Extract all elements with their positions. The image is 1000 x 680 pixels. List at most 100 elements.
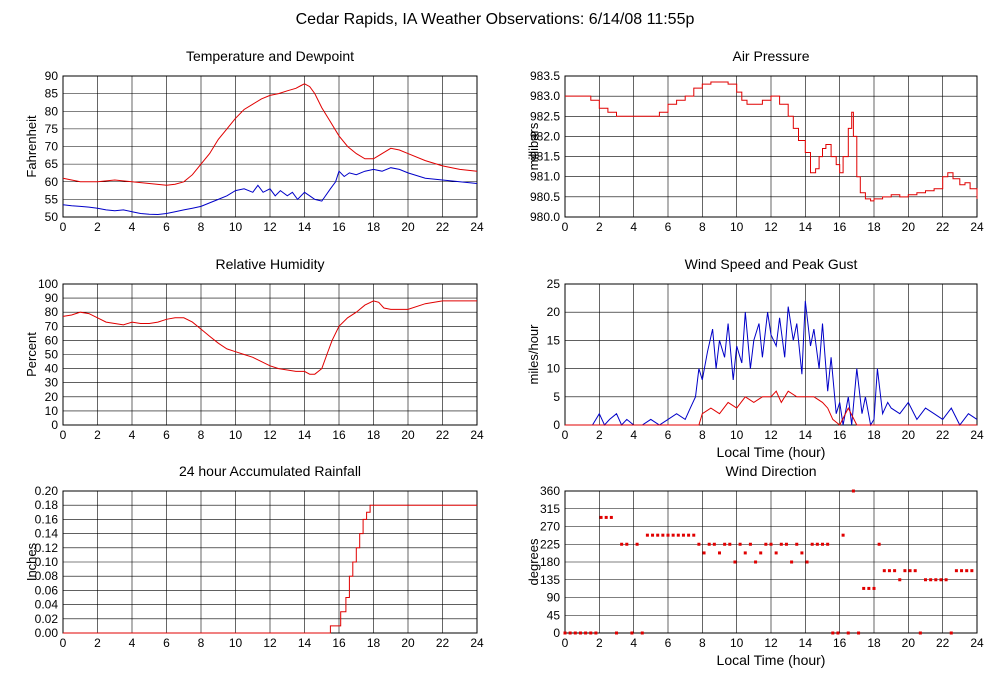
- y-tick-label: 315: [540, 502, 560, 516]
- x-tick-label: 20: [401, 220, 415, 234]
- data-point-red: [862, 586, 866, 590]
- y-tick-label: 70: [45, 140, 59, 154]
- x-tick-label: 24: [470, 636, 484, 650]
- x-tick-label: 20: [902, 636, 916, 650]
- y-tick-label: 90: [45, 69, 59, 83]
- data-point-red: [882, 569, 886, 573]
- x-tick-label: 10: [730, 636, 744, 650]
- y-axis-label: millibars: [526, 122, 541, 170]
- y-tick-label: 982.5: [530, 109, 560, 123]
- chart-pres: 0 2 4 6 8 10 12 14 16 18 20 22 24980.0980.5981.0981.…: [526, 48, 984, 234]
- data-point-red: [578, 631, 582, 635]
- x-tick-label: 0: [60, 220, 67, 234]
- chart-wdir: 0 2 4 6 8 10 12 14 16 18 20 22 240459013518022527031…: [526, 463, 984, 668]
- x-tick-label: 2: [596, 220, 603, 234]
- y-tick-label: 5: [553, 390, 560, 404]
- plot-frame: [62, 75, 478, 218]
- y-tick-label: 225: [540, 537, 560, 551]
- y-axis-label: miles/hour: [526, 324, 541, 385]
- x-tick-label: 12: [764, 428, 778, 442]
- x-tick-label: 4: [129, 636, 136, 650]
- data-point-red: [589, 631, 593, 635]
- data-point-red: [594, 631, 598, 635]
- x-tick-label: 10: [730, 220, 744, 234]
- y-tick-label: 0: [553, 626, 560, 640]
- data-point-red: [692, 533, 696, 537]
- data-point-red: [759, 551, 763, 555]
- y-tick-label: 0: [51, 418, 58, 432]
- x-tick-label: 2: [94, 428, 101, 442]
- chart-temp: 0 2 4 6 8 10 12 14 16 18 20 22 24505560657075808590T…: [24, 48, 484, 234]
- x-tick-label: 12: [263, 428, 277, 442]
- data-point-red: [795, 542, 799, 546]
- data-point-red: [867, 586, 871, 590]
- plot-frame: [62, 283, 478, 426]
- data-point-red: [656, 533, 660, 537]
- x-tick-label: 16: [332, 636, 346, 650]
- x-tick-label: 6: [665, 428, 672, 442]
- x-tick-label: 16: [332, 428, 346, 442]
- data-point-red: [630, 631, 634, 635]
- x-tick-label: 24: [970, 636, 984, 650]
- plot-frame: [564, 283, 978, 426]
- x-tick-label: 8: [699, 636, 706, 650]
- data-point-red: [609, 515, 613, 519]
- x-tick-label: 4: [129, 428, 136, 442]
- data-point-red: [568, 631, 572, 635]
- x-tick-label: 18: [367, 428, 381, 442]
- x-tick-label: 20: [401, 428, 415, 442]
- series-line-red: [63, 504, 477, 634]
- chart-rh: 0 2 4 6 8 10 12 14 16 18 20 22 240102030405060708090…: [24, 256, 484, 442]
- y-tick-label: 983.0: [530, 89, 560, 103]
- data-point-red: [893, 569, 897, 573]
- data-point-red: [661, 533, 665, 537]
- y-tick-label: 180: [540, 555, 560, 569]
- x-tick-label: 24: [970, 220, 984, 234]
- x-tick-label: 14: [799, 428, 813, 442]
- data-point-red: [563, 631, 567, 635]
- x-tick-label: 12: [764, 220, 778, 234]
- series-line-red: [62, 83, 478, 186]
- data-point-red: [733, 560, 737, 564]
- x-tick-label: 14: [799, 636, 813, 650]
- y-tick-label: 981.0: [530, 170, 560, 184]
- y-tick-label: 75: [45, 122, 59, 136]
- x-tick-label: 0: [60, 636, 67, 650]
- x-tick-label: 0: [562, 220, 569, 234]
- x-tick-label: 18: [867, 220, 881, 234]
- series-line-red: [62, 300, 477, 375]
- x-tick-label: 0: [60, 428, 67, 442]
- y-axis-label: degrees: [526, 538, 541, 585]
- data-point-red: [697, 542, 701, 546]
- data-point-red: [929, 578, 933, 582]
- x-tick-label: 20: [401, 636, 415, 650]
- data-point-red: [645, 533, 649, 537]
- data-point-red: [836, 631, 840, 635]
- data-point-red: [846, 631, 850, 635]
- x-tick-label: 4: [129, 220, 136, 234]
- x-axis-label: Local Time (hour): [717, 444, 826, 460]
- data-point-red: [934, 578, 938, 582]
- data-point-red: [723, 542, 727, 546]
- data-point-red: [815, 542, 819, 546]
- y-tick-label: 10: [45, 404, 59, 418]
- data-point-red: [681, 533, 685, 537]
- x-tick-label: 4: [630, 220, 637, 234]
- y-tick-label: 40: [45, 362, 59, 376]
- x-tick-label: 16: [332, 220, 346, 234]
- data-point-red: [965, 569, 969, 573]
- y-tick-label: 50: [45, 348, 59, 362]
- y-tick-label: 0.04: [35, 598, 59, 612]
- data-point-red: [774, 551, 778, 555]
- data-point-red: [687, 533, 691, 537]
- chart-title: Wind Direction: [725, 463, 816, 479]
- y-tick-label: 60: [45, 175, 59, 189]
- x-tick-label: 18: [867, 428, 881, 442]
- data-point-red: [779, 542, 783, 546]
- x-tick-label: 4: [630, 428, 637, 442]
- plot-frame: [564, 75, 978, 218]
- data-point-red: [712, 542, 716, 546]
- data-point-red: [635, 542, 639, 546]
- x-tick-label: 2: [596, 636, 603, 650]
- y-tick-label: 0.16: [35, 512, 59, 526]
